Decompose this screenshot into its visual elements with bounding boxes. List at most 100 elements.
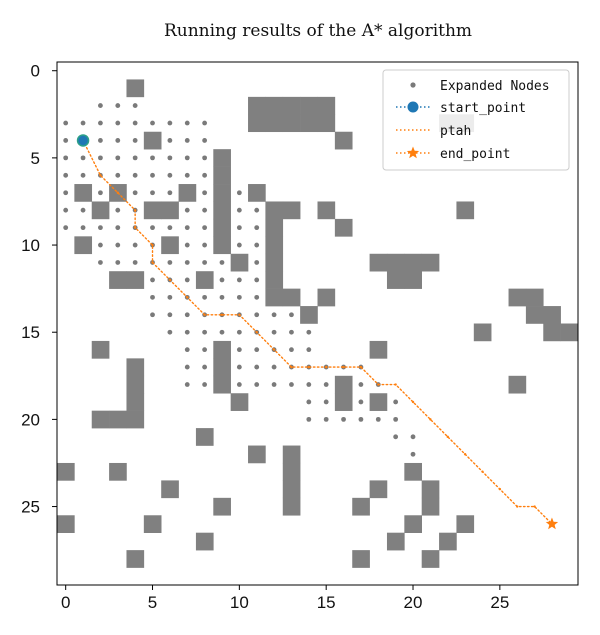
path-vertex (481, 470, 484, 473)
expanded-node-point (236, 382, 242, 387)
path-vertex (377, 383, 380, 386)
path-vertex (272, 348, 276, 351)
obstacle-cell (143, 201, 162, 220)
path-vertex (342, 365, 345, 369)
expanded-node-point (306, 347, 312, 353)
expanded-node-point (254, 225, 260, 231)
expanded-node-point (132, 172, 138, 178)
obstacle-cell (282, 201, 301, 220)
expanded-node-point (80, 155, 86, 161)
obstacle-cell (282, 288, 301, 307)
obstacle-cell (213, 497, 231, 516)
expanded-node-point (63, 120, 69, 126)
expanded-node-point (236, 190, 242, 196)
obstacle-cell (74, 184, 93, 202)
expanded-node-point (80, 207, 86, 213)
path-vertex (133, 226, 137, 229)
expanded-node-point (150, 190, 155, 196)
expanded-node-point (271, 364, 277, 370)
obstacle-cell (317, 114, 336, 133)
x-tick-label: 25 (490, 593, 509, 612)
expanded-node-point (167, 155, 173, 161)
expanded-node-point (254, 347, 260, 353)
expanded-node-point (167, 225, 173, 231)
chart-title: Running results of the A* algorithm (164, 21, 472, 41)
obstacle-cell (508, 375, 527, 394)
y-tick-label: 5 (31, 149, 40, 168)
obstacle-cell (317, 201, 336, 220)
expanded-node-point (254, 277, 260, 283)
obstacle-cell (213, 358, 231, 377)
expanded-node-point (98, 120, 103, 126)
obstacle-cell (143, 131, 162, 150)
plot-frame (56, 61, 579, 586)
path-vertex (133, 208, 137, 212)
expanded-node-point (167, 138, 173, 143)
obstacle-cell (404, 271, 422, 289)
path-vertex (307, 365, 311, 369)
obstacle-cell (161, 236, 179, 255)
path-vertex (324, 365, 328, 369)
expanded-node-point (236, 329, 242, 335)
expanded-node-point (254, 382, 260, 387)
expanded-node-point (184, 225, 190, 231)
obstacle-cell (57, 462, 75, 481)
expanded-node-point (271, 329, 277, 335)
expanded-node-point (63, 172, 69, 178)
obstacle-cell (195, 271, 214, 289)
path-vertex (411, 400, 415, 404)
expanded-node-point (115, 225, 121, 231)
path-vertex (446, 435, 449, 439)
obstacle-cell (317, 288, 336, 307)
obstacle-cell (213, 149, 231, 167)
expanded-node-point (184, 242, 190, 248)
obstacle-cell (543, 306, 561, 324)
obstacle-cell (300, 96, 318, 115)
obstacle-cell (265, 271, 284, 289)
expanded-node-point (236, 242, 242, 248)
obstacle-cell (352, 497, 370, 516)
start-point-marker (76, 134, 90, 147)
expanded-node-point (254, 364, 260, 370)
expanded-node-point (98, 155, 103, 161)
obstacle-cell (456, 515, 475, 533)
expanded-node-point (219, 294, 225, 300)
obstacle-cell (421, 550, 440, 568)
obstacle-cell (421, 480, 440, 499)
expanded-node-point (202, 347, 208, 353)
expanded-node-point (236, 277, 242, 283)
expanded-node-point (98, 103, 103, 108)
obstacle-cell (213, 166, 231, 185)
path-vertex (359, 365, 363, 369)
expanded-node-point (184, 312, 190, 318)
expanded-node-point (115, 207, 121, 213)
expanded-node-point (184, 277, 190, 283)
obstacle-cell (91, 340, 110, 359)
obstacle-cell (334, 131, 353, 150)
obstacle-cell (126, 393, 145, 411)
expanded-node-point (254, 207, 260, 213)
expanded-node-point (63, 207, 69, 213)
path-vertex (116, 191, 119, 194)
legend-label: end_point (440, 147, 510, 162)
obstacle-cell (282, 445, 301, 464)
expanded-node-point (150, 120, 155, 126)
obstacle-cell (404, 253, 422, 272)
expanded-node-point (219, 260, 225, 265)
x-tick-label: 20 (404, 593, 423, 612)
expanded-node-point (254, 260, 260, 265)
expanded-node-point (323, 399, 329, 405)
expanded-node-point (202, 225, 208, 231)
obstacles-layer (57, 79, 579, 568)
expanded-node-point (236, 225, 242, 231)
expanded-node-point (254, 294, 260, 300)
expanded-node-point (254, 312, 260, 318)
expanded-node-point (289, 312, 294, 318)
obstacle-cell (265, 253, 284, 272)
x-tick-label: 0 (61, 593, 70, 612)
path-vertex (290, 365, 293, 369)
expanded-node-point (323, 382, 329, 387)
expanded-node-point (202, 207, 208, 213)
expanded-node-point (306, 399, 312, 405)
